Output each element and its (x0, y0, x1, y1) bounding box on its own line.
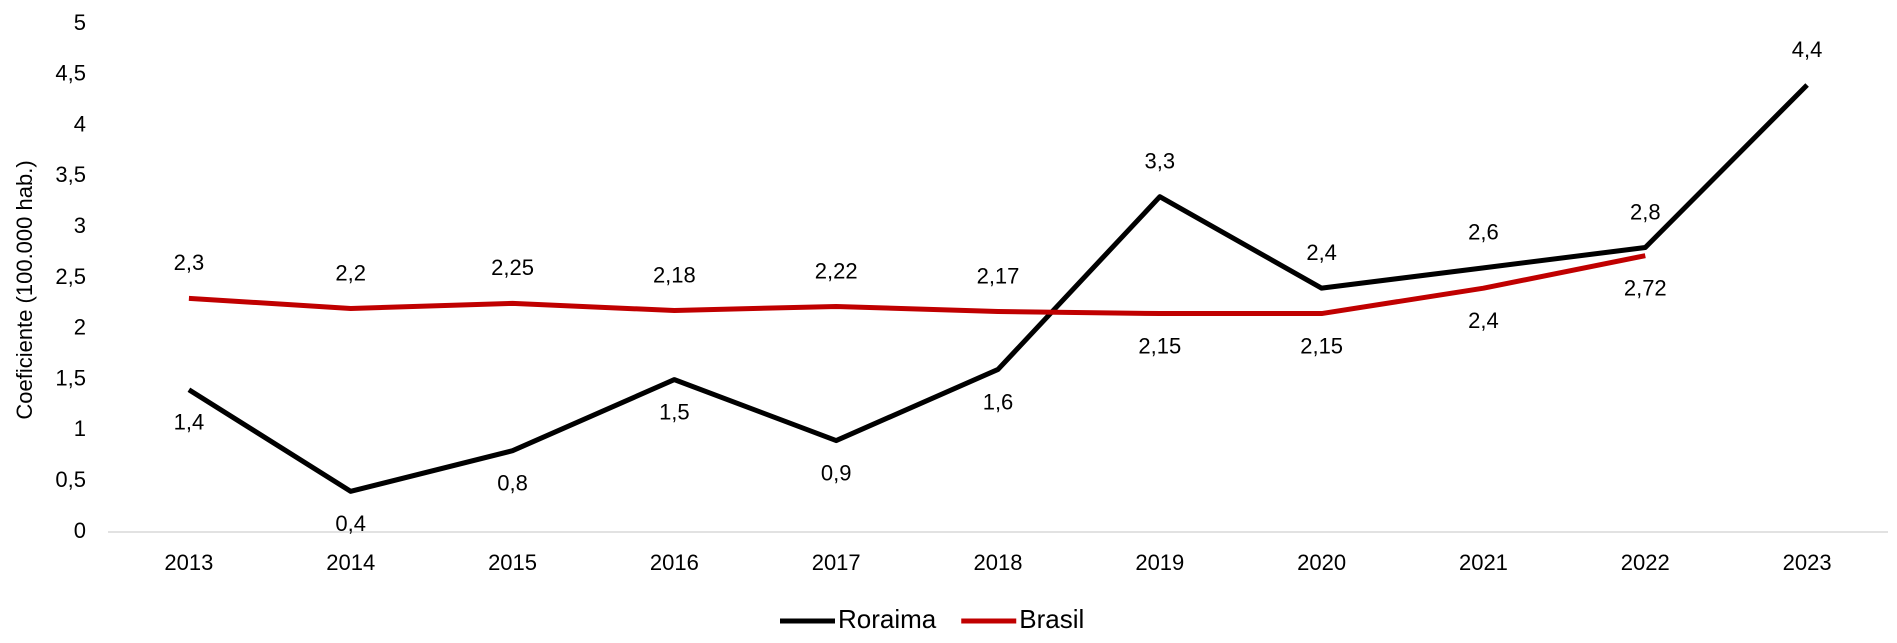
x-tick-label: 2017 (812, 550, 861, 575)
data-label: 3,3 (1145, 149, 1176, 174)
data-label: 1,6 (983, 389, 1014, 414)
x-tick-label: 2016 (650, 550, 699, 575)
y-tick-label: 0 (74, 518, 86, 543)
y-tick-label: 4,5 (55, 61, 86, 86)
data-label: 0,4 (335, 511, 366, 536)
data-label: 2,2 (335, 260, 366, 285)
series-line (187, 83, 1809, 494)
x-tick-label: 2021 (1459, 550, 1508, 575)
data-label: 2,18 (653, 262, 696, 287)
legend-label: Brasil (1019, 604, 1084, 634)
data-label: 1,5 (659, 399, 690, 424)
data-label: 1,4 (174, 410, 205, 435)
y-tick-label: 3,5 (55, 162, 86, 187)
series-line (188, 253, 1646, 317)
data-label: 2,4 (1468, 308, 1499, 333)
data-label: 2,72 (1624, 275, 1667, 300)
x-tick-label: 2022 (1621, 550, 1670, 575)
y-tick-label: 4 (74, 111, 86, 136)
y-tick-label: 1 (74, 416, 86, 441)
data-label: 2,4 (1306, 240, 1337, 265)
data-label: 0,9 (821, 460, 852, 485)
data-label: 4,4 (1792, 37, 1823, 62)
data-label: 2,25 (491, 255, 534, 280)
y-tick-label: 0,5 (55, 467, 86, 492)
data-label: 2,15 (1138, 333, 1181, 358)
data-label: 2,6 (1468, 220, 1499, 245)
data-label: 2,8 (1630, 199, 1661, 224)
x-tick-label: 2015 (488, 550, 537, 575)
data-label: 2,17 (977, 263, 1020, 288)
y-axis-title: Coeficiente (100.000 hab.) (12, 160, 37, 419)
data-label: 2,15 (1300, 333, 1343, 358)
y-tick-label: 3 (74, 213, 86, 238)
x-tick-label: 2014 (326, 550, 375, 575)
data-label: 2,22 (815, 258, 858, 283)
y-tick-label: 1,5 (55, 365, 86, 390)
y-tick-label: 5 (74, 10, 86, 35)
x-tick-label: 2023 (1783, 550, 1832, 575)
legend: Roraima Brasil (780, 604, 1084, 634)
x-tick-label: 2020 (1297, 550, 1346, 575)
x-tick-label: 2018 (974, 550, 1023, 575)
legend-label: Roraima (838, 604, 937, 634)
y-tick-label: 2 (74, 315, 86, 340)
x-tick-label: 2013 (164, 550, 213, 575)
y-tick-label: 2,5 (55, 264, 86, 289)
x-tick-label: 2019 (1135, 550, 1184, 575)
data-label: 0,8 (497, 471, 528, 496)
data-label: 2,3 (174, 250, 205, 275)
